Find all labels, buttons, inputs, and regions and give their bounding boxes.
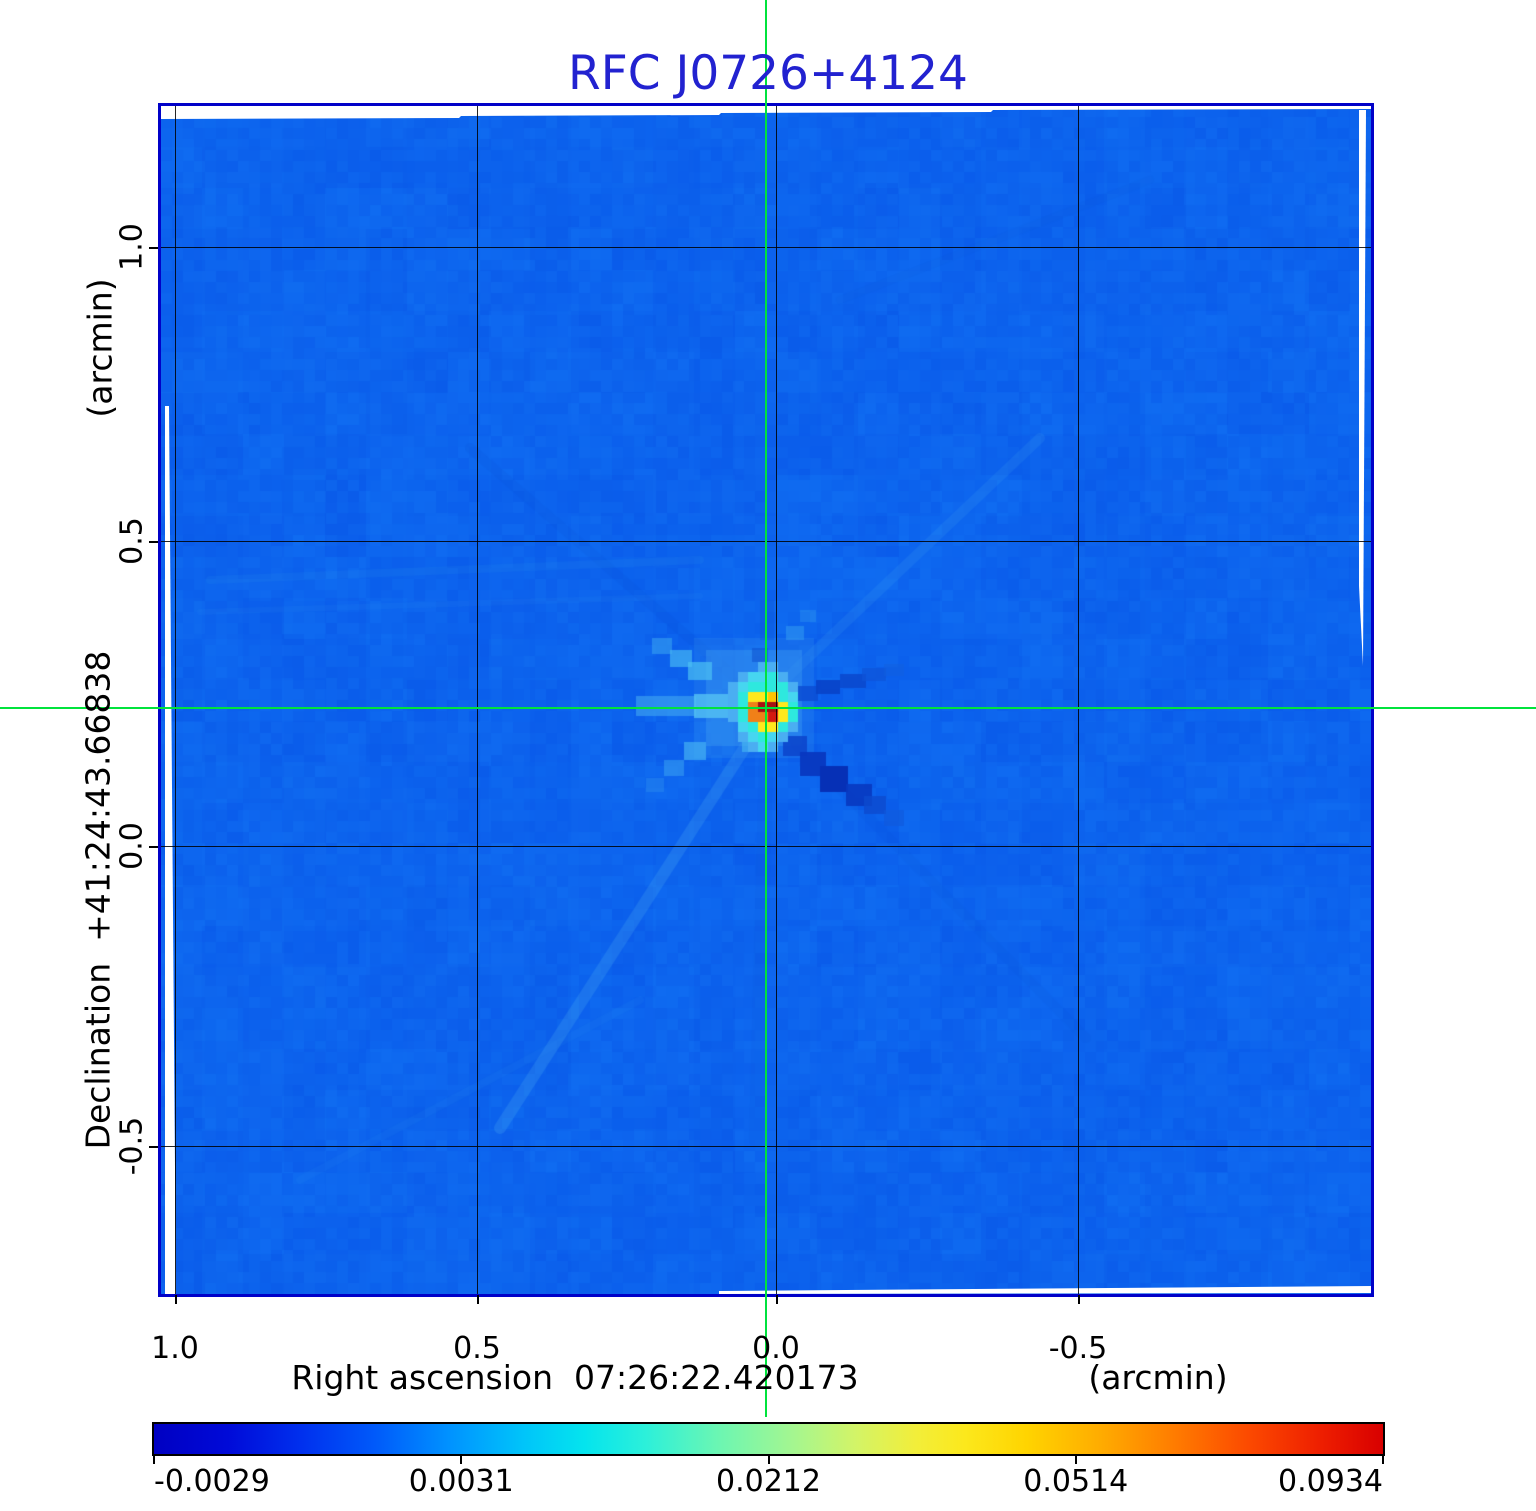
x-tick-mark-1.0 — [175, 1295, 177, 1304]
crosshair-horizontal-line — [0, 707, 1536, 709]
colorbar-label-0.0031: 0.0031 — [408, 1464, 514, 1499]
colorbar-label-0.0934: 0.0934 — [1278, 1464, 1383, 1499]
colorbar-label-0.0212: 0.0212 — [716, 1464, 821, 1499]
colorbar-tick-0.0212 — [767, 1456, 770, 1464]
x-tick-mark-0.5 — [477, 1295, 479, 1304]
colorbar-gradient — [154, 1424, 1383, 1454]
x-tick-label-0.0: 0.0 — [752, 1331, 800, 1366]
x-axis-unit-label: (arcmin) — [1088, 1358, 1228, 1397]
y-tick-label-1.0: 1.0 — [114, 223, 150, 271]
x-tick-mark-0.0 — [776, 1295, 778, 1304]
gridline-ra-1.0 — [175, 106, 176, 1294]
map-edge-gap-bottom — [719, 1286, 1371, 1294]
x-tick-label-0.5: 0.5 — [453, 1331, 501, 1366]
colorbar-label--0.0029: -0.0029 — [154, 1464, 270, 1499]
colorbar-tick--0.0029 — [153, 1456, 155, 1464]
y-tick-mark-0.0 — [149, 846, 158, 848]
colorbar-tick-0.0031 — [460, 1456, 463, 1464]
y-tick-mark--0.5 — [149, 1146, 158, 1148]
x-tick-label-1.0: 1.0 — [151, 1331, 199, 1366]
colorbar-tick-0.0934 — [1382, 1456, 1384, 1464]
y-tick-mark-0.5 — [149, 541, 158, 543]
y-tick-mark-1.0 — [149, 247, 158, 249]
gridline-ra-0.5 — [477, 106, 478, 1294]
x-tick-mark--0.5 — [1078, 1295, 1080, 1304]
y-tick-label-0.5: 0.5 — [114, 517, 150, 565]
plot-title: RFC J0726+4124 — [568, 46, 968, 101]
colorbar-label-0.0514: 0.0514 — [1023, 1464, 1129, 1499]
gridline-ra--0.5 — [1078, 106, 1079, 1294]
colorbar: -0.0029 0.0031 0.0212 0.0514 0.0934 — [152, 1422, 1385, 1499]
map-edge-gap-left — [165, 406, 176, 1294]
gridline-ra-0.0 — [776, 106, 777, 1294]
y-axis-label: Declination +41:24:43.66838 — [78, 650, 118, 1150]
y-tick-label--0.5: -0.5 — [114, 1116, 150, 1176]
colorbar-tick-0.0514 — [1074, 1456, 1077, 1464]
x-tick-label--0.5: -0.5 — [1048, 1331, 1108, 1366]
map-edge-gap-right — [1359, 110, 1366, 666]
x-axis-label: Right ascension 07:26:22.420173 — [291, 1358, 859, 1397]
y-tick-label-0.0: 0.0 — [114, 822, 150, 870]
y-axis-unit-label: (arcmin) — [80, 278, 120, 418]
